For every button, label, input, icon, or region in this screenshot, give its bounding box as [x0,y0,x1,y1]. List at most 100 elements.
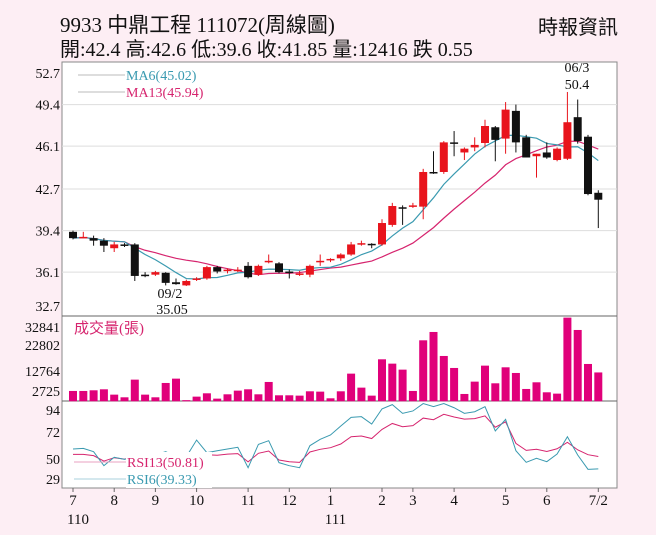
candle-body [151,272,160,275]
candle-body [254,265,263,275]
candle-body [326,258,335,261]
price-tick-label: 46.1 [36,140,61,155]
candle-body [172,282,180,285]
x-tick-label: 12 [282,493,297,509]
candle-body [182,280,191,286]
x-tick-label: 6 [543,493,551,509]
candle-body [89,238,98,241]
volume-bar [584,363,592,402]
volume-bar [450,367,459,402]
candle-body [233,269,242,272]
candle-body [202,267,211,279]
volume-bar [542,392,551,402]
candle-body [305,265,314,275]
volume-bar [481,365,489,402]
candle-body [388,206,397,225]
rsi-tick-label: 29 [46,473,60,488]
x-tick-label: 9 [152,493,160,509]
volume-bar [233,390,242,402]
volume-bar [285,395,294,402]
low-value: 35.05 [156,303,188,318]
x-year-label: 110 [67,512,89,528]
candle-body [378,223,386,245]
candle-body [275,263,283,273]
volume-bar [367,395,376,402]
candle-body [110,244,119,249]
price-tick-label: 39.4 [36,225,61,240]
candle-body [79,236,88,239]
volume-bar [470,381,479,402]
annotation-low: 09/2 35.05 [156,287,188,318]
candle-body [553,148,562,161]
volume-bar [573,329,582,402]
rsi-legend: RSI13(50.81) RSI6(39.33) [74,452,212,488]
candle-body [223,269,232,272]
x-tick-label: 8 [110,493,118,509]
volume-bar [141,394,150,402]
x-tick-label: 1 [327,493,335,509]
volume-bar [172,378,180,402]
volume-bar [398,369,407,402]
x-tick-label: 4 [450,493,458,509]
x-tick-label: 7/2 [589,493,608,509]
price-tick-label: 52.7 [36,67,61,82]
candle-body [264,260,273,263]
x-tick-label: 5 [502,493,510,509]
candle-body [192,278,201,280]
volume-bar [378,359,386,402]
moving-averages [72,134,599,280]
rsi-tick-label: 50 [46,453,60,468]
high-value: 50.4 [565,78,590,93]
legend-rsi13: RSI13(50.81) [127,456,204,471]
volume-tick-label: 2725 [32,385,60,400]
high-date: 06/3 [565,61,590,76]
candle-body [522,137,531,158]
volume-bar [264,381,273,402]
rsi-tick-label: 72 [46,426,60,441]
x-tick-label: 2 [378,493,386,509]
volume-bar [491,383,500,402]
candle-body [511,110,520,143]
plot-area [61,61,618,489]
candle-body [460,148,469,153]
volume-bar [89,390,98,402]
candle-body [244,265,253,278]
volume-bar [192,396,201,402]
volume-bar [202,393,211,402]
volume-bar [326,398,335,402]
volume-bar [429,331,438,402]
candle-body [584,136,592,195]
volume-bar [79,390,88,402]
candle-body [336,254,345,259]
legend-ma6: MA6(45.02) [126,69,197,84]
volume-bar [419,340,428,402]
volume-title: 成交量(張) [74,319,144,337]
source-label: 時報資訊 [538,16,618,39]
volume-bar [460,393,469,402]
candle-body [120,244,129,246]
candle-body [99,240,108,246]
candle-body [285,271,294,274]
x-year-label: 111 [325,512,346,528]
volume-bar [532,382,541,402]
candle-body [161,272,170,283]
low-date: 09/2 [158,287,183,302]
volume-bars [69,317,603,402]
volume-bar [110,394,119,402]
candle-body [141,274,150,277]
candle-body [450,142,459,144]
quote-summary: 開:42.4 高:42.6 低:39.6 收:41.85 量:12416 跌 0… [60,38,473,61]
volume-bar [553,393,562,402]
ma-legend: MA6(45.02) MA13(45.94) [78,69,204,101]
candle-body [532,153,541,157]
volume-bar [511,372,520,402]
x-tick-label: 10 [189,493,204,509]
candle-body [439,142,448,172]
volume-bar [69,390,77,402]
volume-bar [254,394,263,402]
volume-tick-label: 22802 [25,339,60,354]
x-tick-label: 11 [241,493,255,509]
volume-bar [120,397,129,402]
candle-body [470,144,479,148]
